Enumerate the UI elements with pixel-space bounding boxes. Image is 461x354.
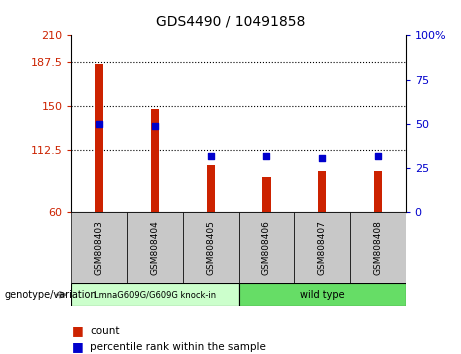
Bar: [95, 64, 103, 212]
Point: [374, 153, 382, 159]
Text: ■: ■: [71, 341, 83, 353]
Bar: [350, 212, 406, 283]
Text: GSM808403: GSM808403: [95, 220, 104, 275]
Text: GDS4490 / 10491858: GDS4490 / 10491858: [156, 14, 305, 28]
Text: count: count: [90, 326, 119, 336]
Bar: [374, 171, 382, 212]
Bar: [71, 212, 127, 283]
Bar: [151, 109, 159, 212]
Text: GSM808404: GSM808404: [150, 221, 160, 275]
Bar: [183, 212, 238, 283]
Text: percentile rank within the sample: percentile rank within the sample: [90, 342, 266, 352]
Point: [95, 121, 103, 127]
Bar: [127, 212, 183, 283]
Bar: [238, 212, 294, 283]
Text: ■: ■: [71, 325, 83, 337]
Text: GSM808405: GSM808405: [206, 220, 215, 275]
Point: [151, 123, 159, 129]
Point: [319, 155, 326, 160]
Text: GSM808406: GSM808406: [262, 220, 271, 275]
Text: wild type: wild type: [300, 290, 344, 300]
Text: genotype/variation: genotype/variation: [5, 290, 97, 300]
Bar: [207, 165, 215, 212]
Bar: [318, 171, 326, 212]
Bar: [294, 212, 350, 283]
Text: GSM808408: GSM808408: [373, 220, 382, 275]
Bar: [238, 283, 406, 306]
Bar: [262, 177, 271, 212]
Point: [263, 153, 270, 159]
Bar: [71, 283, 239, 306]
Point: [207, 153, 214, 159]
Text: GSM808407: GSM808407: [318, 220, 327, 275]
Text: LmnaG609G/G609G knock-in: LmnaG609G/G609G knock-in: [94, 290, 216, 299]
